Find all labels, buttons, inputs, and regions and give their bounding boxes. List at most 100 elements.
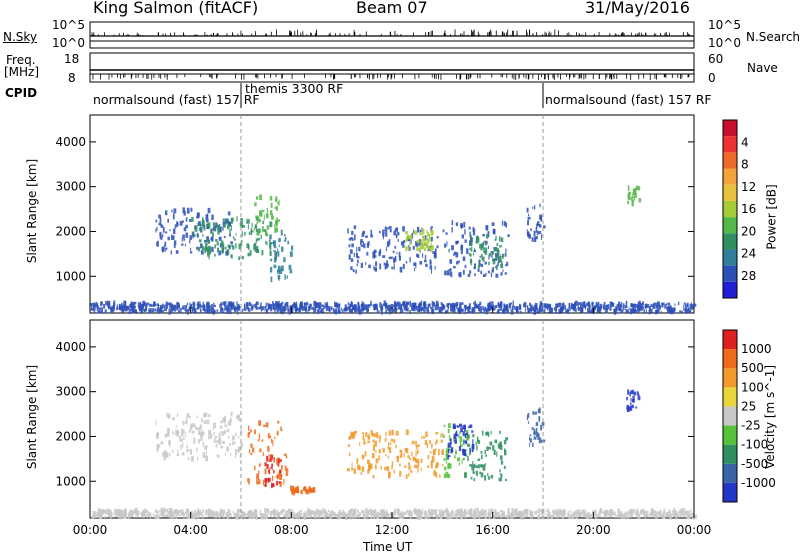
power-echo-cell: [572, 304, 576, 310]
power-echo-cell: [315, 302, 319, 308]
velocity-echo-cell: [179, 436, 182, 441]
power-ytick-label: 2000: [55, 224, 86, 238]
velocity-echo-cell: [231, 441, 234, 446]
velocity-echo-cell: [336, 513, 339, 518]
velocity-echo-cell: [267, 446, 270, 452]
velocity-echo-cell: [372, 444, 376, 451]
power-echo-cell: [318, 308, 320, 313]
velocity-echo-cell: [209, 511, 212, 518]
power-echo-cell: [569, 307, 571, 312]
power-heatmap: [90, 185, 697, 315]
freq-label-line2: [MHz]: [4, 65, 40, 79]
power-echo-cell: [382, 303, 385, 306]
power-echo-cell: [418, 302, 422, 307]
power-echo-cell: [199, 243, 203, 249]
power-echo-cell: [226, 218, 229, 224]
velocity-echo-cell: [431, 444, 433, 448]
power-echo-cell: [206, 304, 209, 307]
velocity-echo-cell: [243, 511, 246, 515]
velocity-echo-cell: [575, 509, 579, 515]
velocity-echo-cell: [678, 511, 681, 515]
velocity-echo-cell: [273, 470, 275, 474]
velocity-echo-cell: [529, 434, 532, 437]
power-echo-cell: [458, 272, 461, 277]
velocity-echo-cell: [500, 515, 502, 519]
power-echo-cell: [625, 309, 629, 313]
power-echo-cell: [269, 304, 273, 309]
power-echo-cell: [350, 236, 353, 240]
power-echo-cell: [591, 301, 594, 308]
velocity-echo-cell: [272, 440, 274, 447]
power-echo-cell: [308, 305, 311, 311]
power-echo-cell: [131, 310, 134, 313]
power-echo-cell: [586, 302, 589, 307]
power-echo-cell: [459, 307, 462, 311]
power-echo-cell: [673, 307, 675, 312]
power-echo-cell: [179, 220, 183, 226]
power-echo-cell: [432, 308, 435, 313]
velocity-echo-cell: [493, 449, 496, 456]
power-echo-cell: [536, 223, 538, 229]
power-echo-cell: [382, 236, 384, 240]
velocity-echo-cell: [527, 421, 530, 424]
velocity-echo-cell: [417, 461, 420, 467]
power-echo-cell: [158, 309, 161, 314]
power-echo-cell: [152, 304, 155, 308]
power-echo-cell: [266, 241, 268, 246]
power-echo-cell: [355, 269, 357, 274]
velocity-echo-cell: [338, 510, 341, 516]
velocity-echo-cell: [284, 465, 287, 471]
power-echo-cell: [223, 236, 226, 239]
power-echo-cell: [261, 209, 265, 213]
velocity-echo-cell: [363, 513, 366, 517]
power-echo-cell: [369, 304, 371, 308]
power-echo-cell: [275, 251, 278, 256]
velocity-echo-cell: [447, 473, 451, 479]
power-echo-cell: [374, 267, 378, 272]
velocity-echo-cell: [345, 514, 348, 520]
velocity-echo-cell: [426, 514, 428, 520]
velocity-echo-cell: [204, 446, 208, 450]
velocity-echo-cell: [103, 509, 106, 513]
power-echo-cell: [536, 307, 539, 311]
velocity-echo-cell: [218, 513, 221, 519]
velocity-colorbar-tick-label: -1000: [741, 476, 776, 490]
velocity-echo-cell: [160, 441, 164, 445]
velocity-echo-cell: [165, 514, 169, 518]
power-echo-cell: [582, 304, 584, 309]
velocity-echo-cell: [156, 446, 159, 452]
velocity-echo-cell: [316, 510, 319, 514]
power-echo-cell: [269, 242, 272, 249]
velocity-echo-cell: [445, 511, 449, 515]
velocity-echo-cell: [467, 455, 469, 462]
power-echo-cell: [529, 302, 532, 307]
velocity-echo-cell: [350, 508, 354, 513]
power-echo-cell: [406, 307, 409, 312]
power-echo-cell: [688, 309, 691, 314]
power-echo-cell: [484, 250, 488, 255]
power-echo-cell: [577, 307, 580, 311]
velocity-echo-cell: [343, 512, 347, 515]
power-echo-cell: [286, 275, 288, 279]
velocity-echo-cell: [331, 514, 333, 519]
power-echo-cell: [365, 262, 367, 266]
power-echo-cell: [512, 300, 514, 307]
power-echo-cell: [361, 232, 364, 238]
power-echo-cell: [159, 304, 163, 310]
velocity-echo-cell: [248, 431, 251, 435]
velocity-echo-cell: [337, 513, 340, 520]
velocity-echo-cell: [405, 447, 409, 454]
velocity-echo-cell: [324, 510, 327, 515]
power-echo-cell: [138, 306, 142, 312]
velocity-echo-cell: [410, 470, 413, 473]
power-echo-cell: [206, 226, 210, 230]
velocity-echo-cell: [258, 470, 260, 474]
power-echo-cell: [307, 309, 309, 313]
velocity-echo-cell: [658, 513, 661, 518]
power-echo-cell: [180, 308, 182, 313]
power-echo-cell: [205, 246, 209, 252]
power-echo-cell: [200, 250, 204, 255]
power-echo-cell: [248, 231, 251, 235]
power-echo-cell: [558, 302, 561, 307]
velocity-echo-cell: [358, 512, 362, 516]
